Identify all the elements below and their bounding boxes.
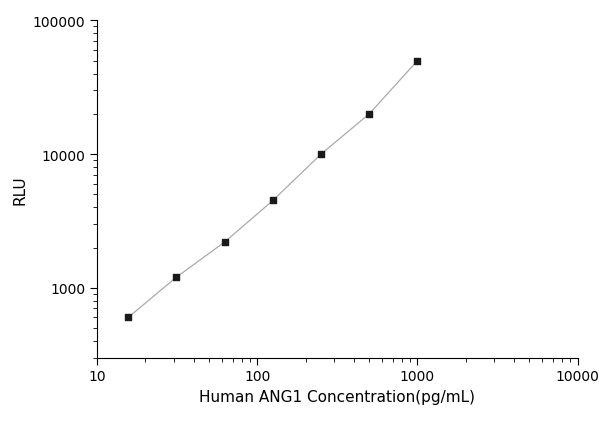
Point [171,274,181,281]
Y-axis label: RLU: RLU [12,175,27,204]
Point [220,239,230,246]
X-axis label: Human ANG1 Concentration(pg/mL): Human ANG1 Concentration(pg/mL) [199,389,475,404]
Point [268,198,278,204]
Point [364,111,374,118]
Point [316,151,326,158]
Point [413,58,423,65]
Point [123,314,133,321]
